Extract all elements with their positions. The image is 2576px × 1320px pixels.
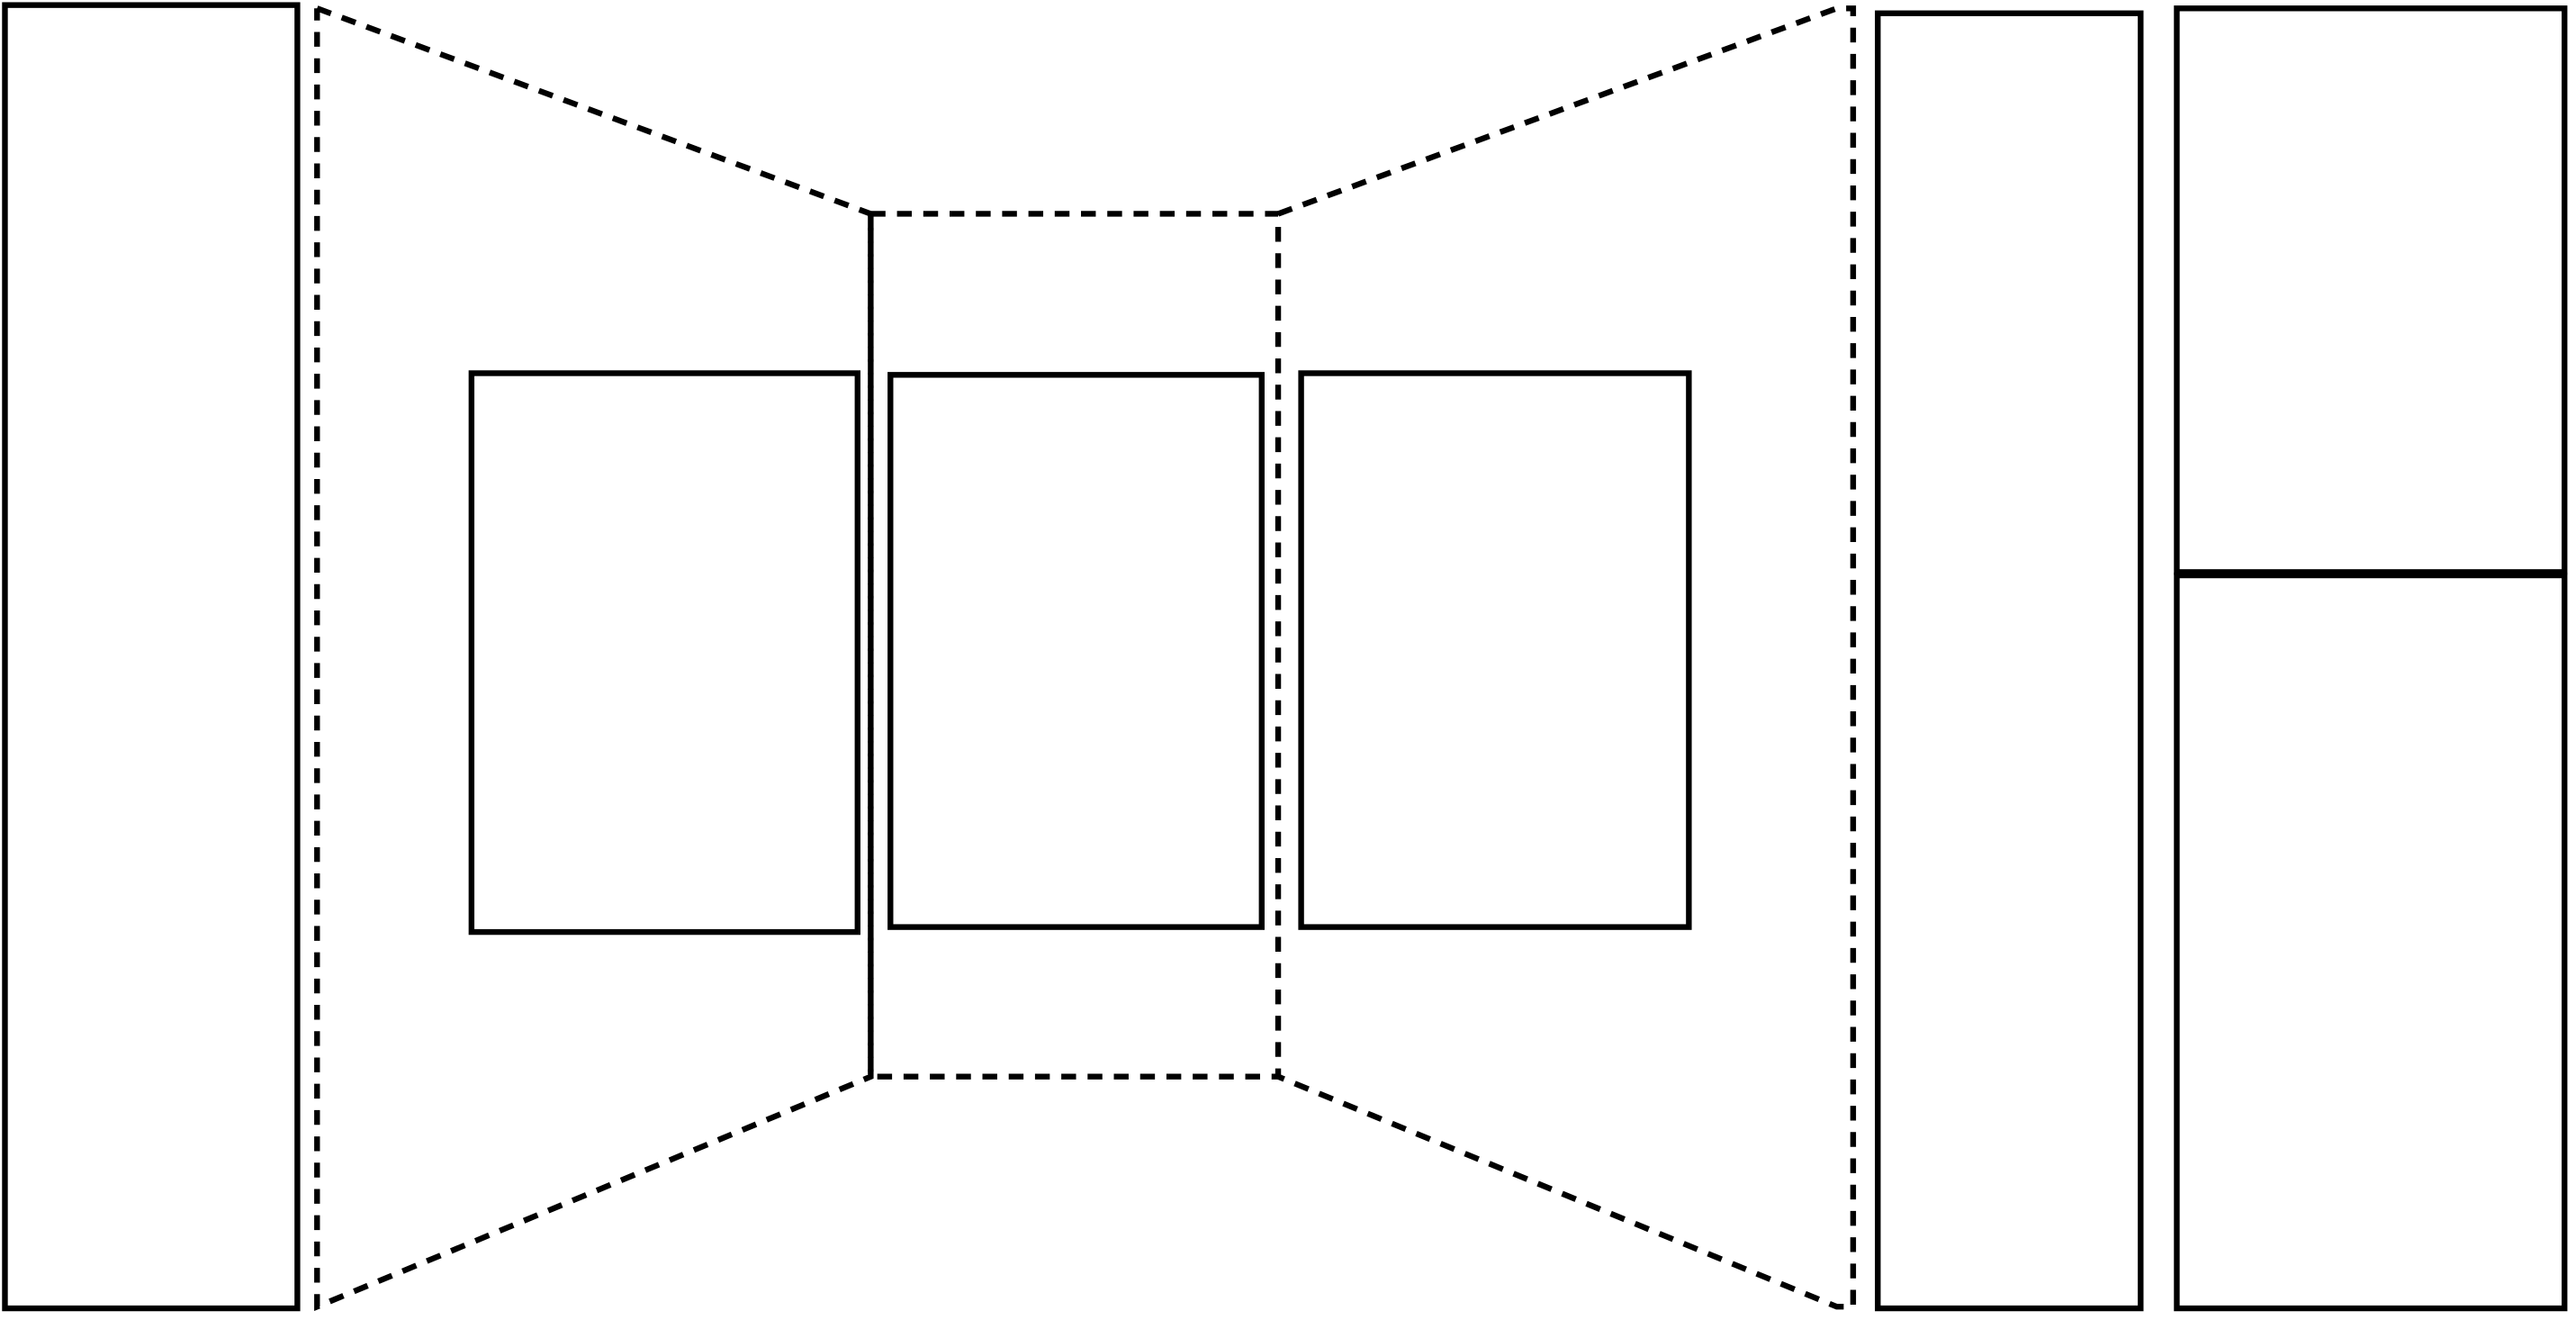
prioritize-panel — [2174, 572, 2568, 1312]
predict-panel — [1875, 10, 2144, 1312]
decoder-frame — [1276, 5, 1857, 1310]
encoder-frame — [314, 5, 874, 1312]
latent-frame — [868, 211, 1282, 1080]
latent-box — [887, 372, 1265, 930]
decoder-box — [1298, 370, 1692, 930]
identify-panel — [2174, 5, 2568, 575]
encoder-box — [468, 370, 860, 936]
microbiome-panel — [2, 2, 301, 1312]
